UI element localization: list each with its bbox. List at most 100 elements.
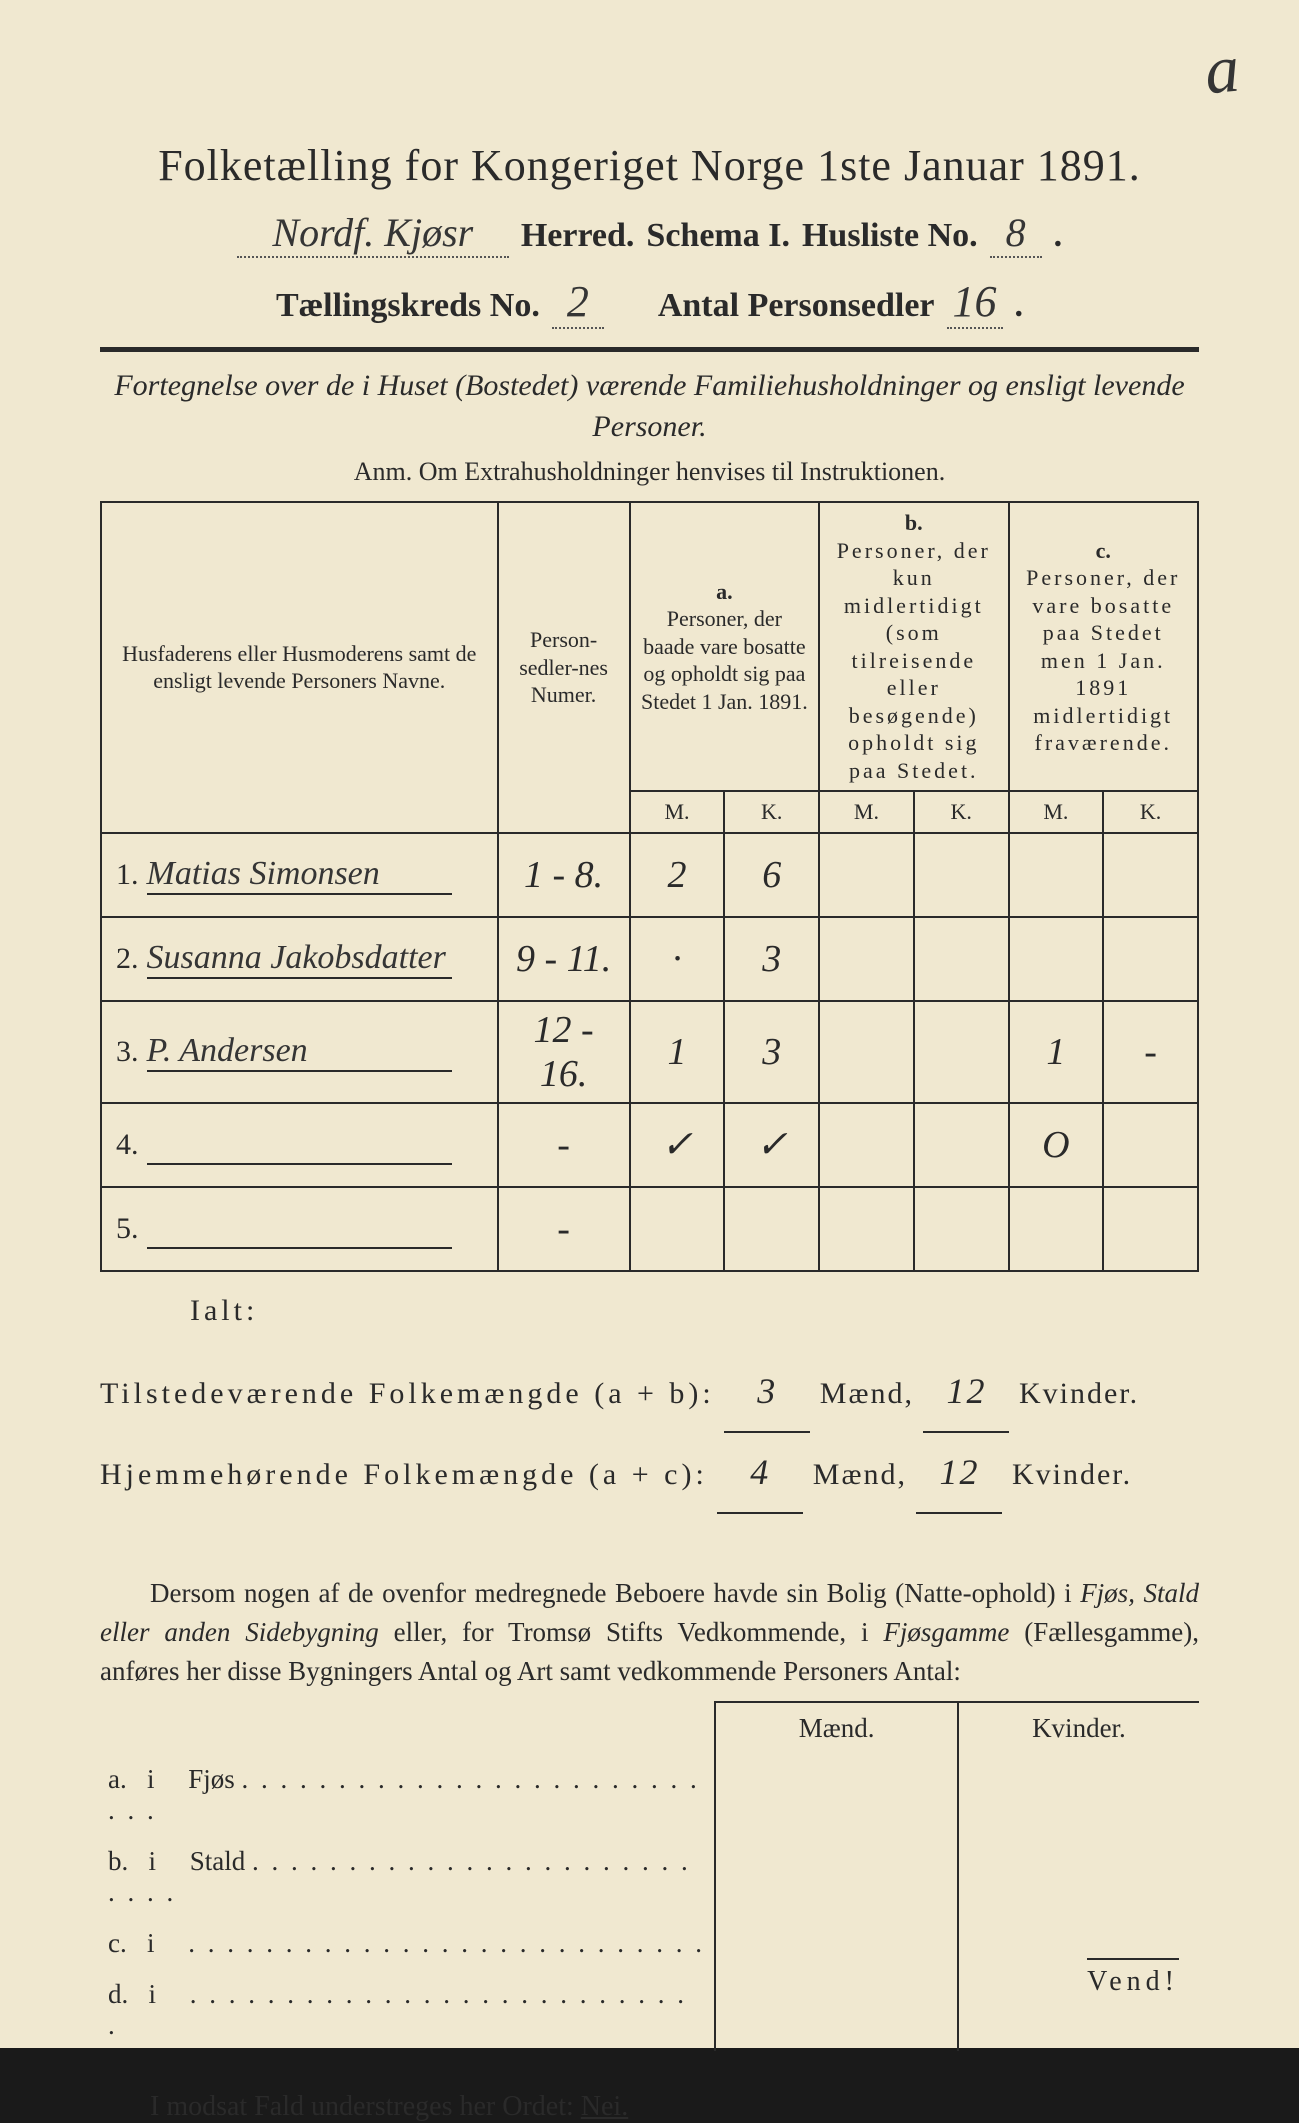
data-cell: [724, 1187, 819, 1271]
kreds-label: Tællingskreds No.: [276, 287, 540, 325]
th-b-label: b.: [905, 510, 923, 535]
data-cell: 1: [1009, 1001, 1104, 1103]
ialt-label: Ialt:: [190, 1294, 1199, 1328]
antal-value: 16: [947, 276, 1003, 329]
main-table: Husfaderens eller Husmoderens samt de en…: [100, 501, 1199, 1272]
data-cell: [1103, 833, 1198, 917]
corner-annotation: a: [1202, 29, 1243, 111]
data-cell: 3: [724, 917, 819, 1001]
name-cell: 2.Susanna Jakobsdatter: [101, 917, 498, 1001]
header-line-2: Tællingskreds No. 2 Antal Personsedler 1…: [100, 276, 1199, 329]
data-cell: [630, 1187, 725, 1271]
side-k-cell: [958, 1754, 1199, 1836]
anm-note: Anm. Om Extrahusholdninger henvises til …: [100, 457, 1199, 487]
census-form-page: a Folketælling for Kongeriget Norge 1ste…: [0, 0, 1299, 2048]
data-cell: [819, 833, 914, 917]
nei-line: I modsat Fald understreges her Ordet: Ne…: [100, 2091, 1199, 2123]
vend-label: Vend!: [1087, 1958, 1179, 1998]
data-cell: O: [1009, 1103, 1104, 1187]
th-num: Person-sedler-nes Numer.: [498, 502, 630, 833]
side-label-cell: d. i . . . . . . . . . . . . . . . . . .…: [100, 1969, 715, 2051]
side-header-row: Mænd. Kvinder.: [100, 1702, 1199, 1754]
side-th-maend: Mænd.: [715, 1702, 957, 1754]
data-cell: [1009, 917, 1104, 1001]
kvinder-label-2: Kvinder.: [1012, 1458, 1132, 1491]
totals-1-m: 3: [724, 1352, 810, 1433]
totals-2-k: 12: [916, 1433, 1002, 1514]
data-cell: [819, 1001, 914, 1103]
data-cell: 2: [630, 833, 725, 917]
th-ck: K.: [1103, 791, 1198, 833]
data-cell: [914, 1103, 1009, 1187]
totals-1-label: Tilstedeværende Folkemængde (a + b):: [100, 1377, 715, 1410]
table-header-row-1: Husfaderens eller Husmoderens samt de en…: [101, 502, 1198, 791]
header-line-1: Nordf. Kjøsr Herred. Schema I. Husliste …: [100, 209, 1199, 258]
data-cell: [1009, 1187, 1104, 1271]
side-m-cell: [715, 1918, 957, 1969]
side-table: Mænd. Kvinder. a. i Fjøs . . . . . . . .…: [100, 1701, 1199, 2051]
data-cell: 6: [724, 833, 819, 917]
data-cell: [914, 833, 1009, 917]
maend-label: Mænd,: [820, 1377, 914, 1410]
data-cell: [819, 1187, 914, 1271]
th-a-label: a.: [716, 579, 733, 604]
side-row: a. i Fjøs . . . . . . . . . . . . . . . …: [100, 1754, 1199, 1836]
name-cell: 5.: [101, 1187, 498, 1271]
data-cell: ✓: [630, 1103, 725, 1187]
para-t2: eller, for Tromsø Stifts Vedkommende, i: [379, 1617, 884, 1647]
th-b-text: Personer, der kun midlertidigt (som tilr…: [837, 538, 991, 783]
data-cell: 3: [724, 1001, 819, 1103]
herred-label: Herred.: [521, 217, 635, 255]
herred-value: Nordf. Kjøsr: [237, 209, 509, 258]
nei-text: I modsat Fald understreges her Ordet:: [150, 2091, 581, 2122]
husliste-label: Husliste No.: [802, 217, 978, 255]
th-b: b. Personer, der kun midlertidigt (som t…: [819, 502, 1008, 791]
data-cell: [1103, 917, 1198, 1001]
data-cell: [819, 1103, 914, 1187]
page-title: Folketælling for Kongeriget Norge 1ste J…: [100, 140, 1199, 191]
th-bm: M.: [819, 791, 914, 833]
schema-label: Schema I.: [646, 217, 790, 255]
side-m-cell: [715, 1969, 957, 2051]
para-it2: Fjøsgamme: [883, 1617, 1009, 1647]
table-row: 2.Susanna Jakobsdatter9 - 11.·3: [101, 917, 1198, 1001]
kreds-value: 2: [552, 276, 604, 329]
data-cell: [1103, 1103, 1198, 1187]
table-row: 3.P. Andersen12 - 16.131-: [101, 1001, 1198, 1103]
name-cell: 3.P. Andersen: [101, 1001, 498, 1103]
data-cell: 12 - 16.: [498, 1001, 630, 1103]
data-cell: ·: [630, 917, 725, 1001]
totals-2-m: 4: [717, 1433, 803, 1514]
totals-line-1: Tilstedeværende Folkemængde (a + b): 3 M…: [100, 1352, 1199, 1433]
data-cell: 1 - 8.: [498, 833, 630, 917]
data-cell: [914, 1187, 1009, 1271]
data-cell: -: [1103, 1001, 1198, 1103]
side-label-cell: a. i Fjøs . . . . . . . . . . . . . . . …: [100, 1754, 715, 1836]
subtitle: Fortegnelse over de i Huset (Bostedet) v…: [100, 366, 1199, 447]
side-th-kvinder: Kvinder.: [958, 1702, 1199, 1754]
divider: [100, 347, 1199, 352]
table-row: 5. -: [101, 1187, 1198, 1271]
th-c: c. Personer, der vare bosatte paa Stedet…: [1009, 502, 1199, 791]
data-cell: 9 - 11.: [498, 917, 630, 1001]
data-cell: [914, 1001, 1009, 1103]
nei-word: Nei.: [581, 2091, 628, 2122]
th-cm: M.: [1009, 791, 1104, 833]
data-cell: -: [498, 1103, 630, 1187]
data-cell: ✓: [724, 1103, 819, 1187]
data-cell: 1: [630, 1001, 725, 1103]
side-label-cell: b. i Stald . . . . . . . . . . . . . . .…: [100, 1836, 715, 1918]
totals-block: Tilstedeværende Folkemængde (a + b): 3 M…: [100, 1352, 1199, 1514]
data-cell: [1009, 833, 1104, 917]
maend-label-2: Mænd,: [813, 1458, 907, 1491]
th-a-text: Personer, der baade vare bosatte og opho…: [641, 606, 808, 714]
side-row: b. i Stald . . . . . . . . . . . . . . .…: [100, 1836, 1199, 1918]
th-am: M.: [630, 791, 725, 833]
data-cell: [1103, 1187, 1198, 1271]
th-a: a. Personer, der baade vare bosatte og o…: [630, 502, 819, 791]
antal-label: Antal Personsedler: [658, 287, 935, 325]
totals-line-2: Hjemmehørende Folkemængde (a + c): 4 Mæn…: [100, 1433, 1199, 1514]
totals-2-label: Hjemmehørende Folkemængde (a + c):: [100, 1458, 708, 1491]
table-row: 1.Matias Simonsen1 - 8.26: [101, 833, 1198, 917]
para-t1: Dersom nogen af de ovenfor medregnede Be…: [150, 1578, 1080, 1608]
